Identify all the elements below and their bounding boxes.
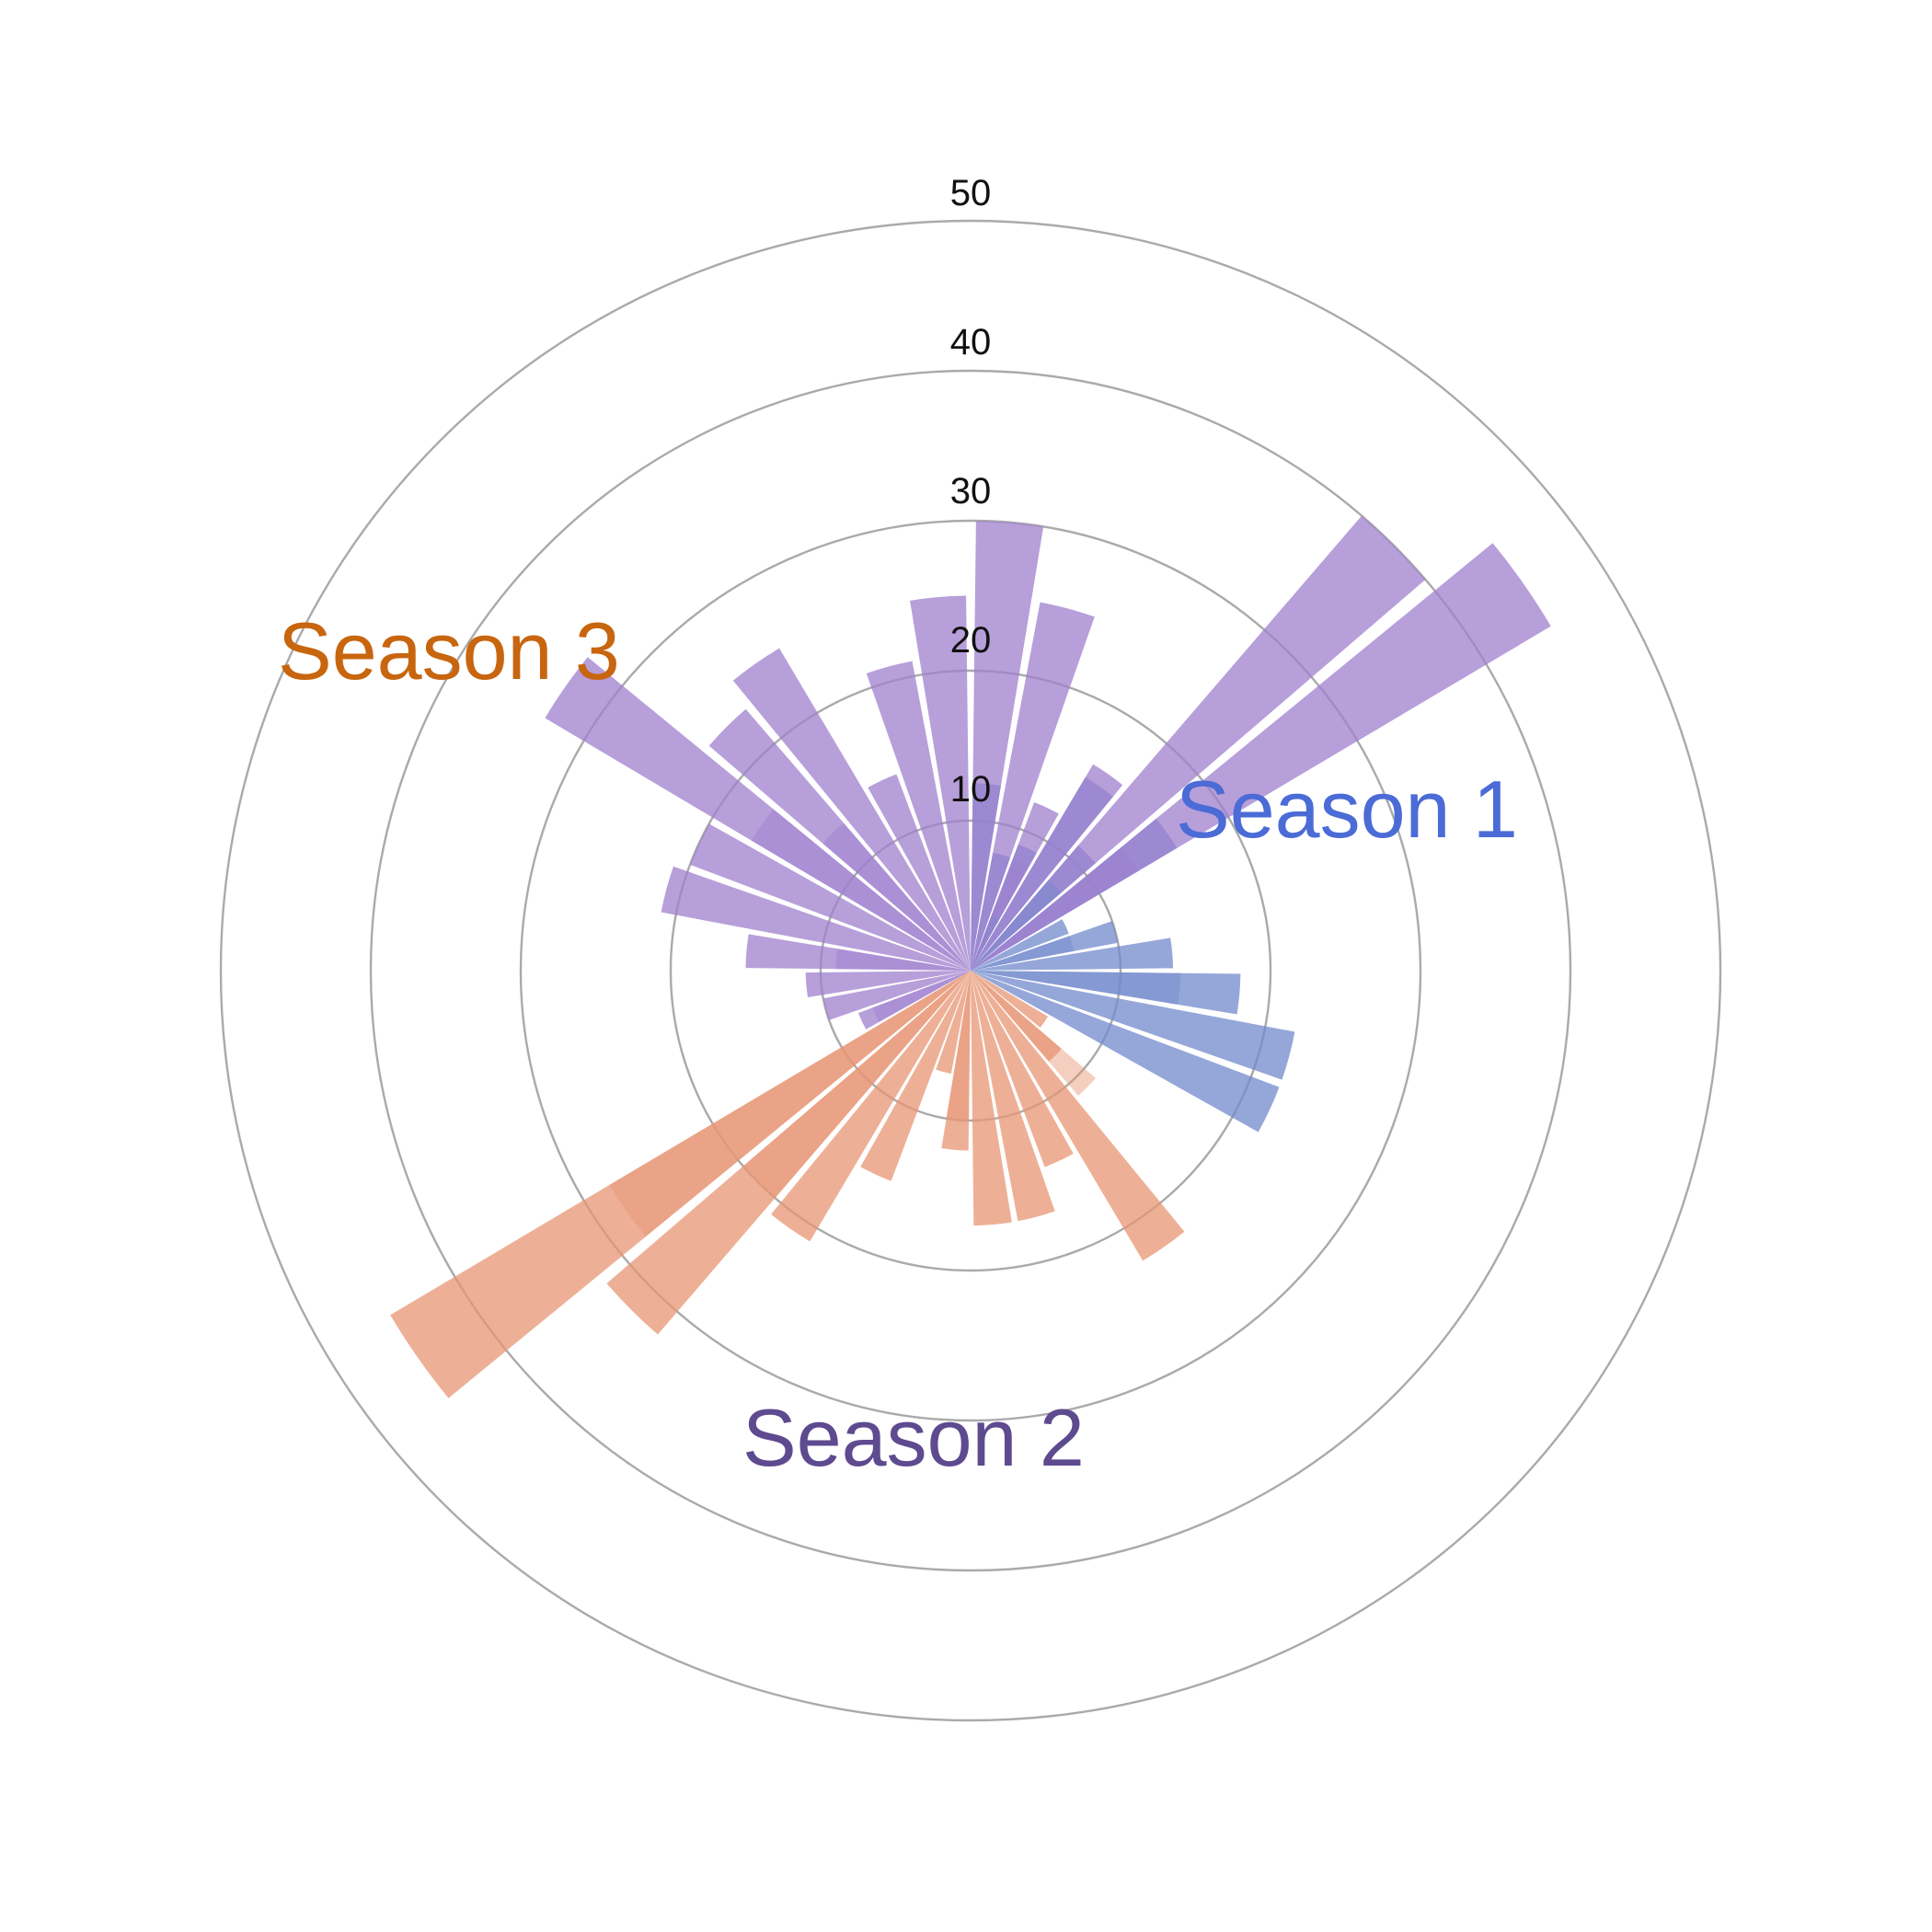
series-labels: Season 1 Season 2 Season 3 bbox=[278, 605, 1518, 1483]
series-label-season-1: Season 1 bbox=[1176, 764, 1518, 855]
tick-label-40: 40 bbox=[950, 322, 992, 362]
bar-overlay-season-3-1 bbox=[872, 971, 971, 1022]
bar-season-3-5 bbox=[661, 866, 971, 971]
bar-season-1-7 bbox=[971, 919, 1069, 971]
bar-season-3-6 bbox=[690, 823, 971, 971]
bar-season-3-14 bbox=[971, 602, 1095, 971]
bar-season-3-12 bbox=[910, 595, 971, 971]
bar-season-1-8 bbox=[971, 921, 1119, 971]
grid-ring-40 bbox=[369, 369, 1572, 1572]
bar-season-3-10 bbox=[868, 774, 971, 971]
bar-season-1-10 bbox=[971, 971, 1241, 1015]
bar-season-2-9 bbox=[860, 971, 971, 1181]
bar-season-3-17 bbox=[971, 515, 1426, 971]
radial-grid bbox=[219, 219, 1722, 1722]
bar-season-3-15 bbox=[971, 802, 1059, 971]
bar-overlay-season-2-11 bbox=[742, 971, 971, 1199]
bar-season-3-18 bbox=[971, 543, 1551, 971]
bar-season-3-2 bbox=[822, 971, 971, 1020]
bar-season-3-9 bbox=[732, 648, 971, 971]
radial-tick-labels: 10 20 30 40 50 bbox=[950, 173, 992, 810]
bar-season-2-6 bbox=[971, 971, 1012, 1226]
bar-overlay-season-1-8 bbox=[971, 936, 1075, 971]
bar-season-3-3 bbox=[805, 971, 971, 998]
bar-season-1-11 bbox=[971, 971, 1295, 1080]
bar-season-1-9 bbox=[971, 937, 1174, 971]
bar-overlay-season-2-12 bbox=[609, 971, 971, 1237]
bar-season-2-2 bbox=[971, 971, 1062, 1062]
tick-label-50: 50 bbox=[950, 173, 992, 213]
bar-season-3-4 bbox=[745, 934, 971, 971]
bar-overlay-season-2-2 bbox=[971, 971, 1096, 1096]
bar-overlay-season-3-18 bbox=[971, 846, 1139, 971]
bar-season-2-3 bbox=[971, 971, 1185, 1261]
grid-ring-20 bbox=[669, 669, 1272, 1272]
bar-season-3-1 bbox=[858, 971, 971, 1029]
bar-season-2-4 bbox=[971, 971, 1074, 1167]
tick-label-20: 20 bbox=[950, 620, 992, 661]
tick-label-30: 30 bbox=[950, 471, 992, 512]
bars-layer bbox=[390, 515, 1551, 1398]
bar-season-2-11 bbox=[606, 971, 971, 1335]
bar-overlay-season-3-4 bbox=[835, 949, 971, 971]
bar-season-3-16 bbox=[971, 764, 1123, 971]
bar-overlay-season-3-7 bbox=[751, 809, 971, 971]
grid-ring-10 bbox=[819, 819, 1122, 1122]
bar-overlay-season-1-5 bbox=[971, 880, 1062, 971]
bar-overlay-season-2-7 bbox=[946, 971, 971, 1121]
series-label-season-3: Season 3 bbox=[278, 605, 620, 696]
bar-season-2-7 bbox=[941, 971, 971, 1151]
bar-overlay-season-1-10 bbox=[971, 971, 1181, 1005]
bar-overlay-season-3-8 bbox=[822, 822, 971, 971]
bar-season-2-10 bbox=[771, 971, 971, 1242]
bar-season-3-7 bbox=[545, 657, 971, 971]
bar-season-2-12 bbox=[390, 971, 971, 1398]
tick-label-10: 10 bbox=[950, 769, 992, 810]
series-label-season-2: Season 2 bbox=[742, 1392, 1085, 1483]
bar-season-2-5 bbox=[971, 971, 1055, 1222]
bar-overlay-season-1-3 bbox=[971, 914, 1000, 971]
bar-season-1-12 bbox=[971, 971, 1280, 1133]
grid-ring-30 bbox=[519, 519, 1422, 1422]
bar-season-3-13 bbox=[971, 521, 1044, 971]
bar-overlay-season-3-15 bbox=[971, 858, 1029, 971]
bar-season-2-1 bbox=[971, 971, 1049, 1028]
grid-ring-50 bbox=[219, 219, 1722, 1722]
bar-season-3-8 bbox=[708, 708, 971, 971]
bar-season-3-11 bbox=[866, 661, 971, 971]
bar-season-2-8 bbox=[936, 971, 971, 1075]
